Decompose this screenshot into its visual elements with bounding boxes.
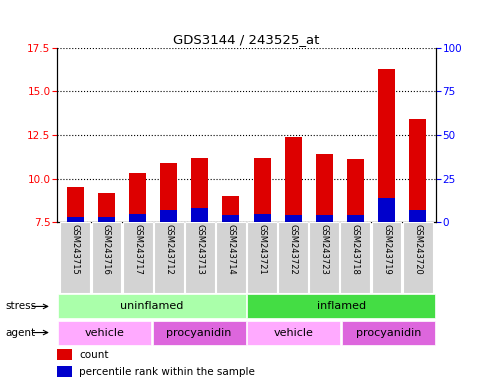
Bar <box>284 215 302 222</box>
Text: inflamed: inflamed <box>317 301 366 311</box>
Text: vehicle: vehicle <box>274 328 314 338</box>
Bar <box>278 222 308 293</box>
Bar <box>160 210 177 222</box>
Bar <box>316 215 333 222</box>
Bar <box>341 222 370 293</box>
Bar <box>98 193 115 222</box>
Bar <box>61 222 90 293</box>
Bar <box>403 222 432 293</box>
Bar <box>316 154 333 222</box>
Text: GSM243715: GSM243715 <box>71 225 80 275</box>
Text: stress: stress <box>5 301 36 311</box>
Bar <box>98 217 115 222</box>
Bar <box>216 222 246 293</box>
Bar <box>342 321 435 344</box>
Bar <box>222 215 240 222</box>
Bar <box>123 222 152 293</box>
Bar <box>378 198 395 222</box>
Text: procyanidin: procyanidin <box>166 328 232 338</box>
Bar <box>154 222 184 293</box>
Bar <box>160 163 177 222</box>
Text: count: count <box>79 349 109 359</box>
Bar <box>409 119 426 222</box>
Bar <box>347 159 364 222</box>
Bar <box>152 321 246 344</box>
Bar <box>57 349 72 360</box>
Bar <box>129 174 146 222</box>
Bar <box>191 158 209 222</box>
Bar <box>247 222 277 293</box>
Bar <box>372 222 401 293</box>
Text: GSM243719: GSM243719 <box>382 225 391 275</box>
Bar <box>191 209 209 222</box>
Bar <box>347 215 364 222</box>
Bar <box>58 321 151 344</box>
Text: percentile rank within the sample: percentile rank within the sample <box>79 367 255 377</box>
Bar <box>253 158 271 222</box>
Text: GSM243716: GSM243716 <box>102 225 111 275</box>
Bar <box>247 295 435 318</box>
Bar <box>92 222 121 293</box>
Bar <box>129 214 146 222</box>
Bar <box>247 321 341 344</box>
Bar <box>222 196 240 222</box>
Text: GSM243718: GSM243718 <box>351 225 360 275</box>
Bar <box>309 222 339 293</box>
Text: GSM243712: GSM243712 <box>164 225 173 275</box>
Bar <box>284 137 302 222</box>
Bar <box>58 295 246 318</box>
Bar <box>378 69 395 222</box>
Text: agent: agent <box>5 328 35 338</box>
Bar <box>67 187 84 222</box>
Text: GSM243720: GSM243720 <box>413 225 422 275</box>
Text: GSM243722: GSM243722 <box>289 225 298 275</box>
Text: GSM243717: GSM243717 <box>133 225 142 275</box>
Text: GSM243714: GSM243714 <box>226 225 236 275</box>
Bar <box>409 210 426 222</box>
Bar <box>185 222 215 293</box>
Text: GSM243721: GSM243721 <box>257 225 267 275</box>
Text: GSM243723: GSM243723 <box>320 225 329 275</box>
Title: GDS3144 / 243525_at: GDS3144 / 243525_at <box>174 33 319 46</box>
Text: GSM243713: GSM243713 <box>195 225 204 275</box>
Bar <box>57 366 72 377</box>
Bar <box>253 214 271 222</box>
Text: uninflamed: uninflamed <box>120 301 183 311</box>
Text: procyanidin: procyanidin <box>356 328 422 338</box>
Text: vehicle: vehicle <box>84 328 124 338</box>
Bar <box>67 217 84 222</box>
